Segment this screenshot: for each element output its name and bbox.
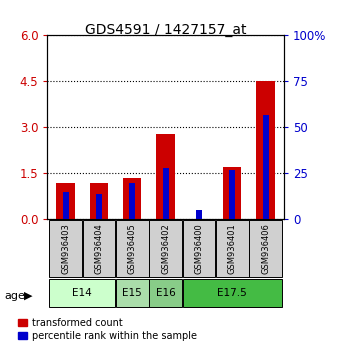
FancyBboxPatch shape xyxy=(116,220,149,277)
Text: GSM936404: GSM936404 xyxy=(95,223,103,274)
Bar xyxy=(223,167,241,219)
Bar xyxy=(56,183,75,219)
FancyBboxPatch shape xyxy=(149,279,182,308)
FancyBboxPatch shape xyxy=(249,220,282,277)
Text: GDS4591 / 1427157_at: GDS4591 / 1427157_at xyxy=(85,23,246,37)
Text: age: age xyxy=(4,291,25,301)
Legend: transformed count, percentile rank within the sample: transformed count, percentile rank withi… xyxy=(18,318,197,341)
FancyBboxPatch shape xyxy=(149,220,182,277)
FancyBboxPatch shape xyxy=(83,220,115,277)
Bar xyxy=(129,183,135,219)
Bar xyxy=(90,183,108,219)
Text: GSM936405: GSM936405 xyxy=(128,223,137,274)
Bar xyxy=(63,192,69,219)
FancyBboxPatch shape xyxy=(216,220,248,277)
FancyBboxPatch shape xyxy=(116,279,149,308)
Text: ▶: ▶ xyxy=(24,291,33,301)
Text: E16: E16 xyxy=(156,288,175,298)
FancyBboxPatch shape xyxy=(49,279,115,308)
Text: GSM936401: GSM936401 xyxy=(228,223,237,274)
FancyBboxPatch shape xyxy=(49,220,82,277)
Text: GSM936400: GSM936400 xyxy=(194,223,203,274)
Bar xyxy=(196,210,202,219)
Text: GSM936402: GSM936402 xyxy=(161,223,170,274)
Text: GSM936406: GSM936406 xyxy=(261,223,270,274)
Text: E14: E14 xyxy=(72,288,92,298)
Bar xyxy=(263,115,269,219)
Bar xyxy=(96,194,102,219)
FancyBboxPatch shape xyxy=(183,279,282,308)
Text: E17.5: E17.5 xyxy=(217,288,247,298)
Bar xyxy=(257,81,275,219)
Bar xyxy=(229,170,235,219)
Text: E15: E15 xyxy=(122,288,142,298)
Text: GSM936403: GSM936403 xyxy=(61,223,70,274)
FancyBboxPatch shape xyxy=(183,220,215,277)
Bar xyxy=(156,133,175,219)
Bar xyxy=(123,178,142,219)
Bar xyxy=(163,168,169,219)
